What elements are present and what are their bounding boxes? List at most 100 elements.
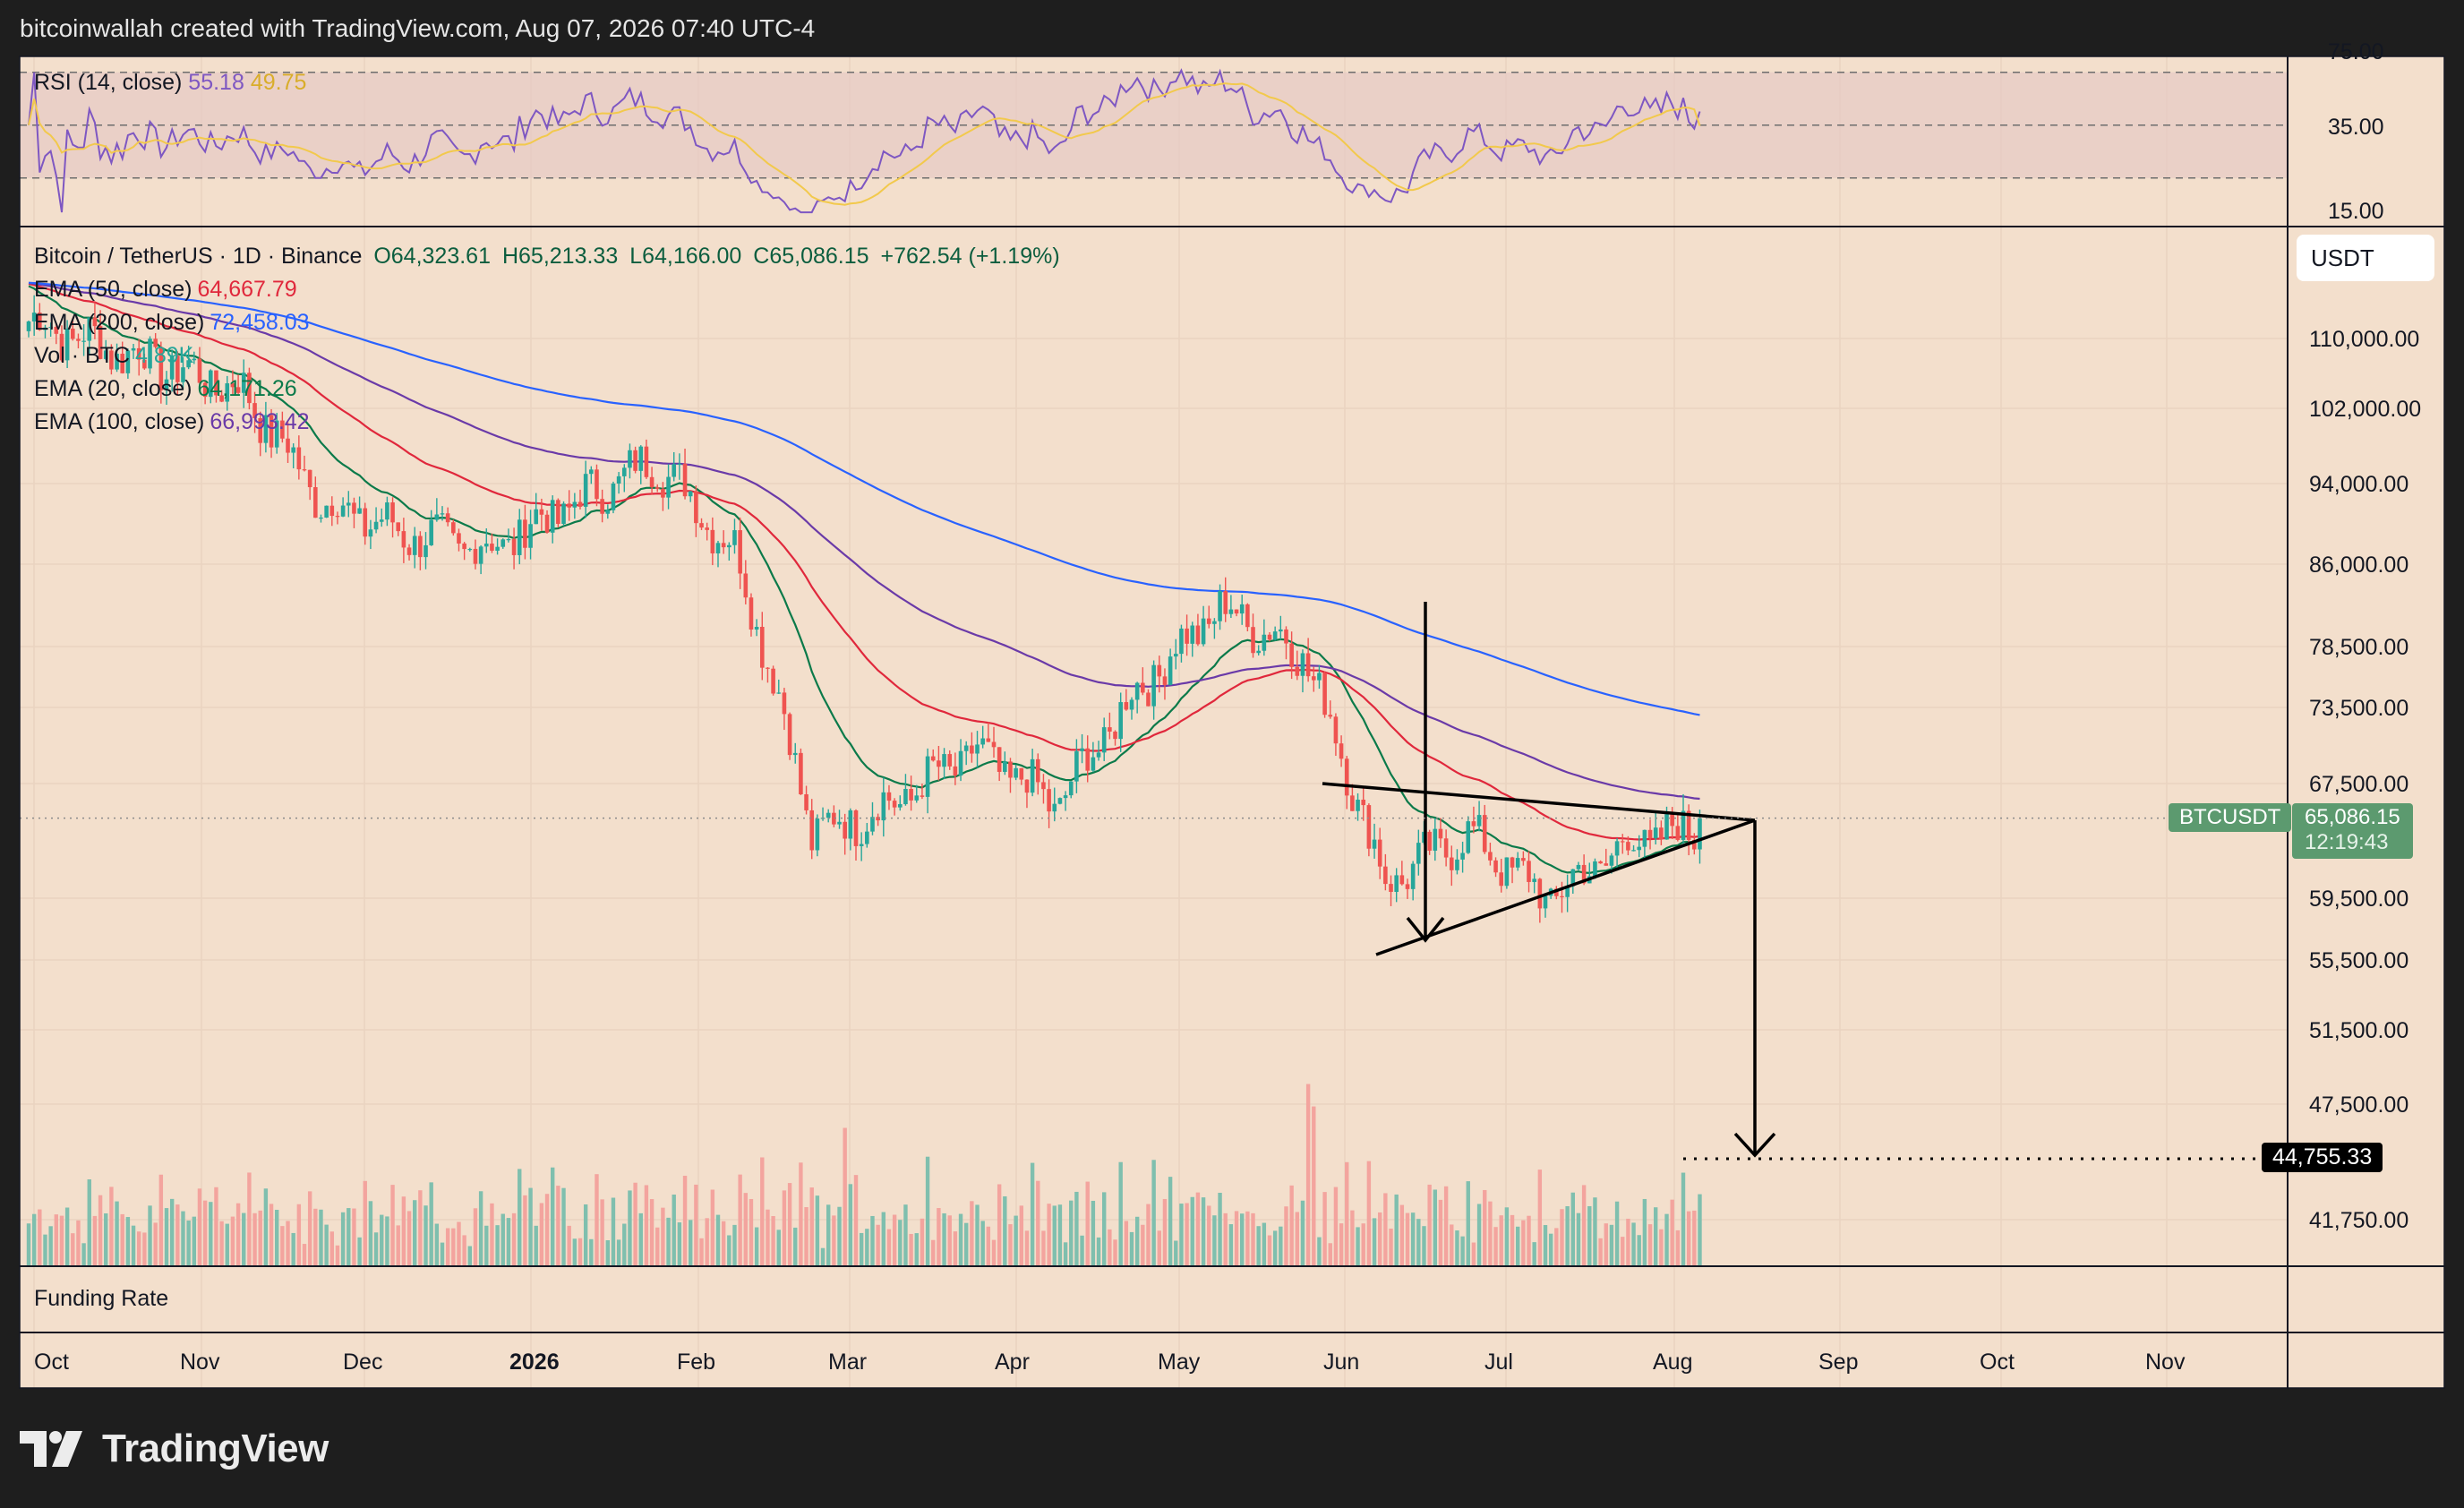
- volume-bar-232: [1305, 1084, 1311, 1266]
- candle-body-271: [1521, 858, 1526, 861]
- volume-bar-172: [975, 1204, 980, 1266]
- candle-body-63: [373, 521, 379, 530]
- volume-bar-142: [809, 1187, 814, 1266]
- legend-ema50[interactable]: EMA (50, close) 64,667.79: [34, 273, 1065, 306]
- candle-body-208: [1173, 654, 1178, 657]
- candle-body-37: [230, 383, 235, 388]
- candle-body-210: [1185, 628, 1189, 644]
- volume-bar-124: [710, 1189, 715, 1266]
- volume-bar-79: [462, 1235, 466, 1266]
- rsi-pane[interactable]: [20, 68, 2288, 214]
- candle-body-202: [1141, 682, 1145, 693]
- symbol-tag: BTCUSDT: [2169, 803, 2292, 832]
- volume-bar-187: [1057, 1204, 1063, 1266]
- candle-body-21: [142, 359, 147, 369]
- volume-label: Vol · BTC: [34, 343, 130, 368]
- candle-body-26: [169, 356, 175, 380]
- volume-bar-78: [457, 1221, 461, 1266]
- candle-body-91: [528, 524, 533, 548]
- volume-bar-288: [1614, 1201, 1620, 1266]
- volume-bar-59: [352, 1208, 356, 1266]
- volume-bar-84: [490, 1203, 494, 1266]
- volume-bar-208: [1174, 1240, 1178, 1266]
- volume-bar-8: [71, 1233, 75, 1266]
- candle-body-167: [947, 754, 953, 767]
- price-tick-label-6: 67,500.00: [2309, 772, 2408, 797]
- candle-body-62: [368, 529, 373, 537]
- volume-bar-222: [1251, 1212, 1255, 1266]
- volume-bar-180: [1019, 1205, 1023, 1266]
- candle-body-110: [633, 450, 637, 471]
- candle-body-238: [1339, 743, 1344, 759]
- candle-body-266: [1493, 860, 1498, 873]
- volume-bar-111: [638, 1212, 643, 1266]
- rsi-ma-line: [28, 82, 1701, 206]
- candle-body-69: [406, 547, 412, 555]
- candle-body-164: [930, 756, 936, 761]
- volume-bar-226: [1272, 1230, 1278, 1266]
- candle-body-77: [451, 522, 456, 534]
- candle-body-211: [1190, 625, 1195, 644]
- volume-bar-9: [76, 1220, 81, 1266]
- volume-bar-121: [694, 1184, 698, 1266]
- candle-body-280: [1570, 869, 1576, 887]
- legend-volume[interactable]: Vol · BTC 4.89K: [34, 339, 1065, 373]
- legend-ema200[interactable]: EMA (200, close) 72,458.03: [34, 306, 1065, 339]
- candle-body-116: [666, 476, 671, 498]
- candle-body-130: [743, 573, 749, 598]
- symbol-title[interactable]: Bitcoin / TetherUS · 1D · Binance: [34, 244, 363, 269]
- volume-bar-94: [544, 1194, 550, 1266]
- ohlc-change: +762.54 (+1.19%): [880, 244, 1060, 269]
- volume-bar-56: [335, 1245, 340, 1266]
- currency-selector[interactable]: USDT: [2297, 235, 2434, 281]
- volume-bar-101: [583, 1204, 588, 1266]
- candle-body-293: [1642, 829, 1647, 847]
- legend-ema100[interactable]: EMA (100, close) 66,993.42: [34, 406, 1065, 439]
- time-tick-label-6: Apr: [995, 1349, 1030, 1375]
- volume-bar-295: [1654, 1207, 1658, 1266]
- candle-body-76: [445, 513, 450, 523]
- volume-bar-275: [1543, 1225, 1548, 1266]
- volume-bar-286: [1604, 1223, 1608, 1266]
- candle-body-11: [87, 317, 92, 341]
- candle-body-179: [1014, 767, 1018, 778]
- volume-bar-71: [418, 1190, 423, 1266]
- time-tick-label-3: 2026: [509, 1349, 560, 1375]
- volume-bar-31: [197, 1188, 202, 1266]
- volume-bar-13: [98, 1195, 103, 1266]
- volume-bar-207: [1168, 1177, 1173, 1266]
- volume-bar-62: [368, 1201, 373, 1266]
- volume-bar-224: [1262, 1222, 1267, 1266]
- volume-bar-67: [396, 1225, 400, 1266]
- volume-bar-283: [1587, 1205, 1592, 1266]
- volume-bar-265: [1488, 1201, 1493, 1266]
- time-tick-label-12: Oct: [1980, 1349, 2015, 1375]
- volume-bar-39: [242, 1212, 246, 1266]
- volume-bar-166: [942, 1212, 946, 1266]
- volume-bar-262: [1471, 1242, 1476, 1266]
- funding-rate-label: Funding Rate: [34, 1286, 169, 1311]
- volume-bar-255: [1433, 1189, 1437, 1266]
- price-legend: Bitcoin / TetherUS · 1D · Binance O64,32…: [34, 240, 1065, 439]
- volume-bar-268: [1504, 1207, 1510, 1266]
- volume-bar-136: [776, 1230, 781, 1266]
- legend-ema20[interactable]: EMA (20, close) 64,171.26: [34, 373, 1065, 406]
- volume-bar-118: [677, 1222, 682, 1266]
- rsi-label: RSI (14, close): [34, 70, 183, 95]
- candle-body-127: [727, 544, 732, 548]
- volume-bar-140: [799, 1162, 803, 1266]
- candle-body-287: [1609, 855, 1614, 866]
- candle-body-122: [699, 523, 704, 528]
- candle-body-250: [1405, 884, 1410, 889]
- candle-body-277: [1554, 888, 1559, 896]
- triangle-pattern-drawing[interactable]: [20, 602, 2288, 1161]
- tradingview-logo[interactable]: TradingView: [20, 1424, 329, 1474]
- volume-bar-43: [263, 1188, 269, 1266]
- candle-body-4: [48, 326, 53, 329]
- candle-body-44: [269, 415, 274, 448]
- volume-bar-264: [1483, 1189, 1487, 1266]
- candle-body-207: [1168, 656, 1173, 685]
- volume-bar-146: [832, 1215, 836, 1266]
- volume-bar-131: [749, 1198, 754, 1266]
